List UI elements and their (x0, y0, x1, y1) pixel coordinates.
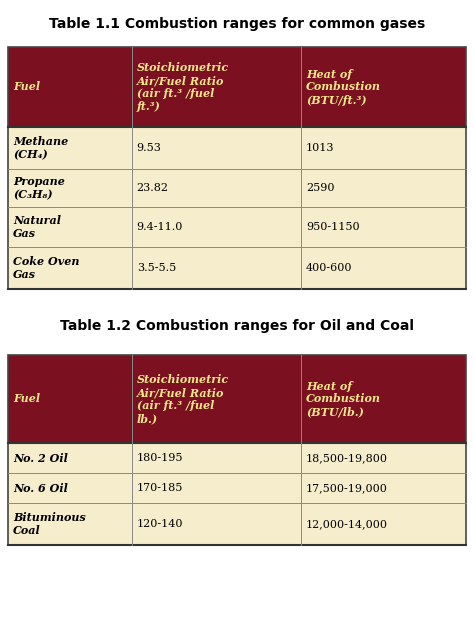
Text: 9.53: 9.53 (137, 143, 162, 153)
Bar (8, 355, 466, 545)
Text: 18,500-19,800: 18,500-19,800 (306, 453, 388, 463)
Bar (8, 127, 466, 169)
Bar (8, 207, 466, 247)
Text: Combustion: Combustion (306, 81, 381, 93)
Bar (8, 473, 466, 503)
Text: (air ft.³ /fuel: (air ft.³ /fuel (137, 88, 214, 99)
Text: No. 6 Oil: No. 6 Oil (13, 483, 68, 493)
Bar (8, 503, 466, 545)
Text: Heat of: Heat of (306, 381, 352, 392)
Text: Natural
Gas: Natural Gas (13, 215, 61, 239)
Bar (8, 47, 466, 289)
Text: Table 1.2 Combustion ranges for Oil and Coal: Table 1.2 Combustion ranges for Oil and … (60, 319, 414, 333)
Text: 17,500-19,000: 17,500-19,000 (306, 483, 388, 493)
Text: 3.5-5.5: 3.5-5.5 (137, 263, 176, 273)
Bar (8, 443, 466, 473)
Text: 2590: 2590 (306, 183, 335, 193)
Text: Air/Fuel Ratio: Air/Fuel Ratio (137, 75, 224, 86)
Text: No. 2 Oil: No. 2 Oil (13, 452, 68, 463)
Text: (BTU/lb.): (BTU/lb.) (306, 406, 364, 417)
Text: Stoichiometric: Stoichiometric (137, 374, 229, 385)
Text: lb.): lb.) (137, 413, 158, 424)
Text: 950-1150: 950-1150 (306, 222, 360, 232)
Bar (8, 355, 466, 443)
Text: 400-600: 400-600 (306, 263, 353, 273)
Text: Heat of: Heat of (306, 68, 352, 79)
Text: Coke Oven
Gas: Coke Oven Gas (13, 256, 80, 280)
Text: (air ft.³ /fuel: (air ft.³ /fuel (137, 400, 214, 411)
Text: 9.4-11.0: 9.4-11.0 (137, 222, 183, 232)
Bar (8, 247, 466, 289)
Text: Stoichiometric: Stoichiometric (137, 62, 229, 73)
Text: Table 1.1 Combustion ranges for common gases: Table 1.1 Combustion ranges for common g… (49, 17, 425, 31)
Text: 23.82: 23.82 (137, 183, 169, 193)
Text: (BTU/ft.³): (BTU/ft.³) (306, 95, 367, 106)
Text: Fuel: Fuel (13, 394, 40, 404)
Text: Air/Fuel Ratio: Air/Fuel Ratio (137, 387, 224, 398)
Text: Methane
(CH₄): Methane (CH₄) (13, 136, 68, 160)
Text: 170-185: 170-185 (137, 483, 183, 493)
Text: Propane
(C₃H₈): Propane (C₃H₈) (13, 176, 65, 200)
Text: Fuel: Fuel (13, 81, 40, 93)
Text: Bituminous
Coal: Bituminous Coal (13, 512, 86, 536)
Text: Combustion: Combustion (306, 394, 381, 404)
Text: ft.³): ft.³) (137, 101, 161, 112)
Text: 1013: 1013 (306, 143, 335, 153)
Text: 180-195: 180-195 (137, 453, 183, 463)
Text: 120-140: 120-140 (137, 519, 183, 529)
Bar (8, 169, 466, 207)
Text: 12,000-14,000: 12,000-14,000 (306, 519, 388, 529)
Bar (8, 47, 466, 127)
